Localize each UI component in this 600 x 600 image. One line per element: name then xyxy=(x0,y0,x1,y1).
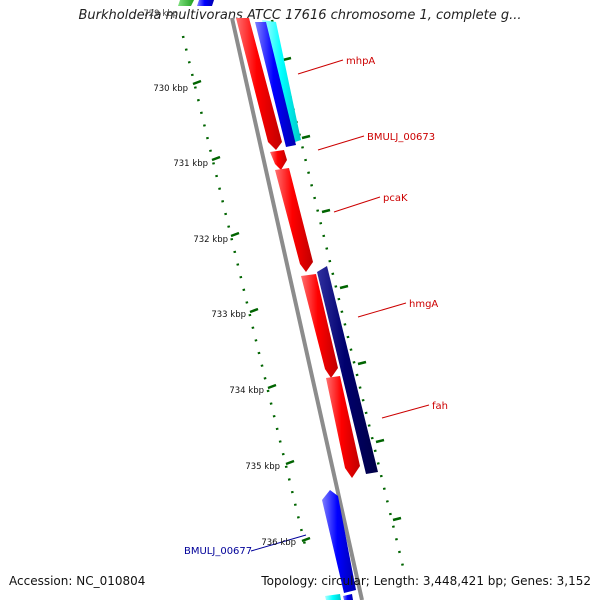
genome-summary-text: Topology: circular; Length: 3,448,421 bp… xyxy=(261,574,591,588)
gene-cyan-bottom[interactable] xyxy=(325,594,341,600)
gene-label-fah[interactable]: fah xyxy=(432,401,448,412)
gene-label-BMULJ_00677[interactable]: BMULJ_00677 xyxy=(184,546,252,557)
inner-tick-dotted-line xyxy=(181,35,307,546)
accession-text: Accession: NC_010804 xyxy=(9,574,146,588)
gene-green-partial[interactable] xyxy=(178,0,194,6)
gene-labels: mhpA BMULJ_00673 pcaK hmgA fah BMULJ_006… xyxy=(184,56,448,557)
gene-hmgA-red[interactable] xyxy=(301,274,338,378)
gene-blue-bottom[interactable] xyxy=(343,594,353,600)
label-leader-lines xyxy=(250,59,430,552)
tick-label-731: 731 kbp xyxy=(173,159,208,169)
gene-navy-1[interactable] xyxy=(317,266,378,474)
tick-marks-right xyxy=(282,56,402,522)
gene-fah[interactable] xyxy=(326,376,360,478)
gene-label-hmgA[interactable]: hmgA xyxy=(409,299,438,310)
tick-label-734: 734 kbp xyxy=(229,386,264,396)
tick-label-732: 732 kbp xyxy=(193,235,228,245)
gene-label-pcaK[interactable]: pcaK xyxy=(383,193,408,204)
tick-marks-left xyxy=(192,79,311,543)
chromosome-backbone xyxy=(230,17,364,600)
gene-pcaK[interactable] xyxy=(275,168,313,272)
gene-BMULJ_00677[interactable] xyxy=(322,490,356,593)
tick-labels: 729 kbp 730 kbp 731 kbp 732 kbp 733 kbp … xyxy=(143,9,296,548)
gene-label-BMULJ_00673[interactable]: BMULJ_00673 xyxy=(367,132,435,143)
tick-label-735: 735 kbp xyxy=(245,462,280,472)
tick-label-730: 730 kbp xyxy=(153,84,188,94)
gene-mhpA[interactable] xyxy=(236,18,282,150)
tick-label-736: 736 kbp xyxy=(261,538,296,548)
gene-blue-partial-top[interactable] xyxy=(197,0,214,6)
gene-BMULJ_00673[interactable] xyxy=(270,150,287,170)
map-title: Burkholderia multivorans ATCC 17616 chro… xyxy=(78,8,522,23)
gene-features xyxy=(178,0,378,600)
gene-blue-1[interactable] xyxy=(255,22,296,147)
gene-label-mhpA[interactable]: mhpA xyxy=(346,56,375,67)
tick-label-top-partial: 729 kbp xyxy=(143,9,178,19)
tick-label-733: 733 kbp xyxy=(211,310,246,320)
